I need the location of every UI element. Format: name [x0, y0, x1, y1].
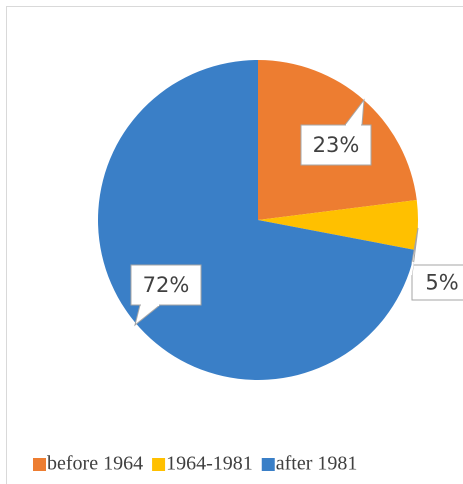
- legend-swatch: [33, 458, 46, 471]
- callout-box: [130, 264, 202, 306]
- data-label-callout: 23%: [300, 98, 372, 166]
- legend-swatch: [152, 458, 166, 471]
- data-label-callout: 72%: [130, 264, 202, 327]
- callout-box: [411, 264, 463, 301]
- legend-label: 1964-1981: [166, 453, 253, 475]
- data-label: 23%: [313, 133, 360, 157]
- callout-cover: [410, 261, 414, 276]
- data-label: 72%: [143, 273, 190, 297]
- legend-swatch: [261, 458, 275, 471]
- data-label-callout: 5%: [410, 227, 463, 301]
- legend-label: before 1964: [47, 453, 143, 475]
- data-label: 5%: [425, 271, 458, 295]
- legend-label: after 1981: [276, 453, 358, 475]
- pie-slice: [258, 199, 418, 250]
